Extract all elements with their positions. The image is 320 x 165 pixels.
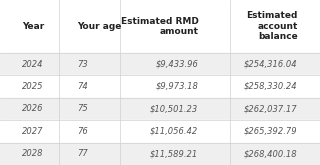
Text: Your age: Your age — [77, 22, 121, 31]
Text: 2028: 2028 — [22, 149, 44, 158]
Bar — [0, 120, 320, 143]
Text: $9,433.96: $9,433.96 — [156, 60, 198, 68]
Text: 76: 76 — [77, 127, 88, 136]
Text: $254,316.04: $254,316.04 — [244, 60, 298, 68]
Text: $11,589.21: $11,589.21 — [150, 149, 198, 158]
Text: $9,973.18: $9,973.18 — [156, 82, 198, 91]
Text: Year: Year — [22, 22, 45, 31]
Text: $258,330.24: $258,330.24 — [244, 82, 298, 91]
Text: 77: 77 — [77, 149, 88, 158]
Bar — [0, 75, 320, 98]
Bar — [0, 143, 320, 165]
Text: 73: 73 — [77, 60, 88, 68]
Text: 2027: 2027 — [22, 127, 44, 136]
Text: 2025: 2025 — [22, 82, 44, 91]
Text: $11,056.42: $11,056.42 — [150, 127, 198, 136]
Text: $268,400.18: $268,400.18 — [244, 149, 298, 158]
Text: $262,037.17: $262,037.17 — [244, 104, 298, 113]
Bar — [0, 53, 320, 75]
Text: 2026: 2026 — [22, 104, 44, 113]
Text: Estimated RMD
amount: Estimated RMD amount — [121, 17, 198, 36]
Text: 2024: 2024 — [22, 60, 44, 68]
Text: 75: 75 — [77, 104, 88, 113]
Bar — [0, 98, 320, 120]
Bar — [0, 0, 320, 53]
Text: $10,501.23: $10,501.23 — [150, 104, 198, 113]
Text: $265,392.79: $265,392.79 — [244, 127, 298, 136]
Text: Estimated
account
balance: Estimated account balance — [246, 12, 298, 41]
Text: 74: 74 — [77, 82, 88, 91]
